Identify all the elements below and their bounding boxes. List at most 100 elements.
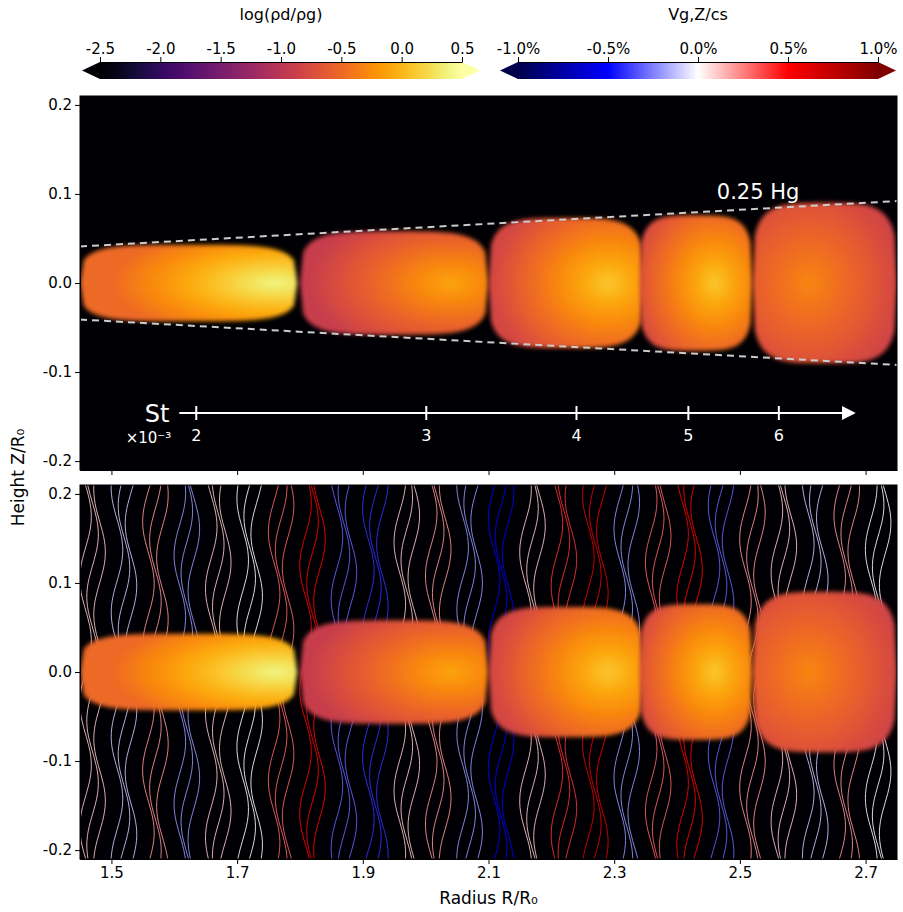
colorbar-extend-low xyxy=(500,62,518,79)
y-tick-label: 0.0 xyxy=(48,663,72,681)
x-tick-label: 2.7 xyxy=(854,864,878,882)
x-tick: 2.3 xyxy=(603,859,627,882)
colorbar-tick-label: 1.0% xyxy=(859,40,897,58)
stokes-tick-label: 4 xyxy=(571,426,581,445)
y-tick-label: 0.2 xyxy=(48,96,72,114)
x-tick-label: 2.3 xyxy=(603,864,627,882)
x-tick-label: 1.9 xyxy=(351,864,375,882)
colorbar-tick: 0.0 xyxy=(390,40,414,62)
colorbar-tick: 0.0% xyxy=(679,40,717,62)
x-tick-mark xyxy=(740,470,741,475)
colorbar-tick-label: -0.5 xyxy=(327,40,356,58)
colorbar-extend-high xyxy=(462,62,480,79)
y-axis-line xyxy=(80,486,81,860)
y-tick: 0.1 xyxy=(48,185,80,203)
plot-area xyxy=(80,485,897,859)
colorbar: -1.0% -0.5% 0.0% 0.5% 1.0% Vg,Z/cs xyxy=(497,5,898,79)
colorbar-scale xyxy=(518,62,878,79)
x-tick: 1.7 xyxy=(226,859,250,882)
colorbar-tick-label: -2.5 xyxy=(86,40,115,58)
figure: -2.5 -2.0 -1.5 -1.0 -0.5 0.0 0.5 log(ρd/ρg) -1.0… xyxy=(0,0,903,912)
y-tick-label: 0.1 xyxy=(48,574,72,592)
colorbar-tick: 1.0% xyxy=(859,40,897,62)
y-tick-mark xyxy=(75,194,80,195)
y-axis-title: Height Z/R₀ xyxy=(8,429,28,527)
y-tick-mark xyxy=(75,761,80,762)
y-tick-mark xyxy=(75,583,80,584)
y-tick-mark xyxy=(75,850,80,851)
colorbar-extend-high xyxy=(878,62,896,79)
y-tick: 0.2 xyxy=(48,96,80,114)
colorbar-title: log(ρd/ρg) xyxy=(240,5,323,24)
stokes-axis xyxy=(179,412,853,414)
y-tick-mark xyxy=(75,105,80,106)
x-axis: 1.5 1.7 1.9 2.1 2.3 2.5 2.7 xyxy=(81,859,898,882)
y-tick: 0.1 xyxy=(48,574,80,592)
y-tick: -0.1 xyxy=(43,752,80,770)
panel: 0.25 Hg23456St×10⁻³-0.2-0.10.00.10.2 xyxy=(43,96,898,475)
y-tick-label: -0.1 xyxy=(43,363,72,381)
x-tick-label: 2.1 xyxy=(477,864,501,882)
colorbar-axis-line xyxy=(519,62,879,63)
colorbar-tick: -2.0 xyxy=(146,40,175,62)
y-axis: -0.2-0.10.00.10.2 xyxy=(43,485,81,859)
x-tick xyxy=(614,470,615,475)
colorbar-tick-label: 0.0% xyxy=(679,40,717,58)
plot-frame xyxy=(80,485,897,859)
y-tick-label: -0.1 xyxy=(43,752,72,770)
stokes-tick xyxy=(687,406,689,420)
colorbar-tick: -2.5 xyxy=(86,40,115,62)
scale-height-label: 0.25 Hg xyxy=(717,180,800,204)
x-tick-mark xyxy=(111,470,112,475)
colorbar-tick: -1.0% xyxy=(497,40,541,62)
x-tick: 2.1 xyxy=(477,859,501,882)
dust-clump xyxy=(80,245,297,322)
y-tick: -0.2 xyxy=(43,452,80,470)
colorbar-tick-label: 0.5% xyxy=(769,40,807,58)
stokes-tick xyxy=(575,406,577,420)
colorbar: -2.5 -2.0 -1.5 -1.0 -0.5 0.0 0.5 log(ρd/ρg) xyxy=(82,5,480,79)
x-axis-title: Radius R/R₀ xyxy=(439,888,538,908)
dust-clump xyxy=(489,218,644,348)
colorbar-tick-label: 0.0 xyxy=(390,40,414,58)
dust-clump xyxy=(80,634,297,711)
x-tick xyxy=(740,470,741,475)
x-tick xyxy=(237,470,238,475)
stokes-tick xyxy=(425,406,427,420)
dust-clump xyxy=(639,215,752,350)
plot-frame xyxy=(80,96,897,470)
x-tick-label: 1.7 xyxy=(226,864,250,882)
y-tick: 0.0 xyxy=(48,663,80,681)
colorbar-axis: -1.0% -0.5% 0.0% 0.5% 1.0% xyxy=(497,40,898,63)
colorbar-axis: -2.5 -2.0 -1.5 -1.0 -0.5 0.0 0.5 xyxy=(86,40,475,63)
colorbar-axis-line xyxy=(101,62,463,63)
colorbar-tick-label: -1.5 xyxy=(207,40,236,58)
x-tick-mark xyxy=(237,470,238,475)
scale-height-line xyxy=(80,320,897,365)
x-tick-label: 2.5 xyxy=(728,864,752,882)
colorbar-title: Vg,Z/cs xyxy=(668,5,728,24)
y-tick-label: -0.2 xyxy=(43,452,72,470)
y-tick-mark xyxy=(75,283,80,284)
x-tick-label: 1.5 xyxy=(100,864,124,882)
y-tick: -0.1 xyxy=(43,363,80,381)
colorbar-tick-label: 0.5 xyxy=(451,40,475,58)
y-axis: -0.2 -0.1 0.0 0.1 0.2 xyxy=(43,96,81,470)
stokes-tick-label: 6 xyxy=(774,426,784,445)
plot-area xyxy=(80,96,897,470)
x-tick-mark xyxy=(363,470,364,475)
stokes-multiplier: ×10⁻³ xyxy=(126,429,172,447)
x-tick: 2.5 xyxy=(728,859,752,882)
colorbar-tick: -1.0 xyxy=(267,40,296,62)
dust-clump xyxy=(489,607,644,737)
x-tick xyxy=(866,470,867,475)
colorbar-tick-label: -1.0 xyxy=(267,40,296,58)
background xyxy=(80,96,897,470)
x-tick: 1.5 xyxy=(100,859,124,882)
x-tick-mark xyxy=(866,470,867,475)
colorbar-tick-label: -2.0 xyxy=(146,40,175,58)
x-tick: 2.7 xyxy=(854,859,878,882)
colorbar-tick-label: -0.5% xyxy=(587,40,631,58)
y-tick-label: 0.0 xyxy=(48,274,72,292)
y-tick: 0.2 xyxy=(48,485,80,503)
